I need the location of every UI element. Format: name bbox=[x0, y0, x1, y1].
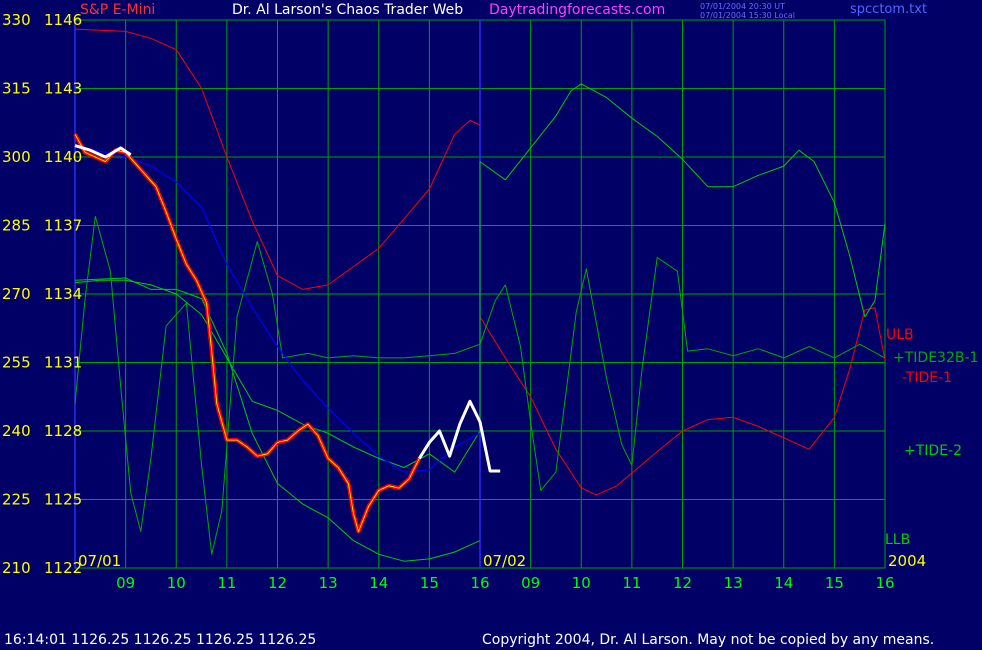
y-tick-right: 1146 bbox=[44, 11, 82, 29]
quote-line: 16:14:01 1126.25 1126.25 1126.25 1126.25 bbox=[4, 632, 317, 648]
x-tick-label: 15 bbox=[420, 574, 439, 592]
date-labels: 07/01 07/02 2004 bbox=[78, 552, 926, 570]
x-tick-label: 14 bbox=[774, 574, 793, 592]
y-tick-left: 225 bbox=[2, 491, 31, 509]
y-tick-right: 1122 bbox=[44, 559, 82, 577]
x-tick-label: 15 bbox=[825, 574, 844, 592]
x-tick-label: 10 bbox=[167, 574, 186, 592]
site-link[interactable]: Daytradingforecasts.com bbox=[489, 2, 666, 18]
y-tick-left: 300 bbox=[2, 148, 31, 166]
y-tick-right: 1143 bbox=[44, 80, 82, 98]
date-label: 07/01 bbox=[78, 552, 121, 570]
series-label: +TIDE32B-1 bbox=[893, 350, 978, 366]
y-tick-left: 270 bbox=[2, 285, 31, 303]
series-label: +TIDE-2 bbox=[904, 443, 962, 459]
series-label: LLB bbox=[885, 532, 910, 548]
y-tick-left: 330 bbox=[2, 11, 31, 29]
y-tick-right: 1134 bbox=[44, 285, 82, 303]
y-tick-left: 255 bbox=[2, 354, 31, 372]
copyright-notice: Copyright 2004, Dr. Al Larson. May not b… bbox=[482, 632, 935, 648]
tide-2-line bbox=[74, 83, 886, 473]
date-label: 07/02 bbox=[483, 552, 526, 570]
y-axis-right: 1146 1143 1140 1137 1134 1131 1128 1125 1122 bbox=[44, 11, 82, 577]
tide32b-line bbox=[74, 215, 886, 555]
y-tick-right: 1125 bbox=[44, 491, 82, 509]
y-tick-right: 1128 bbox=[44, 422, 82, 440]
x-tick-label: 13 bbox=[319, 574, 338, 592]
y-tick-left: 285 bbox=[2, 217, 31, 235]
instrument-label: S&P E-Mini bbox=[80, 2, 156, 18]
x-tick-label: 11 bbox=[622, 574, 641, 592]
x-tick-label: 16 bbox=[470, 574, 489, 592]
data-file-name: spcctom.txt bbox=[850, 2, 928, 17]
y-tick-right: 1140 bbox=[44, 148, 82, 166]
y-tick-right: 1131 bbox=[44, 354, 82, 372]
upper-band-line bbox=[74, 28, 481, 290]
price-median-line bbox=[74, 134, 420, 532]
recent-price-start bbox=[74, 144, 132, 159]
y-tick-left: 240 bbox=[2, 422, 31, 440]
x-tick-label: 09 bbox=[521, 574, 540, 592]
x-tick-label: 14 bbox=[369, 574, 388, 592]
timestamp-ut: 07/01/2004 20:30 UT bbox=[700, 2, 785, 11]
x-tick-label: 13 bbox=[724, 574, 743, 592]
price-line bbox=[73, 133, 422, 534]
page-title: Dr. Al Larson's Chaos Trader Web bbox=[232, 2, 464, 18]
recent-price-line bbox=[418, 399, 501, 473]
x-tick-label: 12 bbox=[268, 574, 287, 592]
y-tick-left: 210 bbox=[2, 559, 31, 577]
timestamp-local: 07/01/2004 15:30 Local bbox=[700, 11, 795, 20]
chart-grid bbox=[74, 19, 886, 569]
x-tick-label: 12 bbox=[673, 574, 692, 592]
series-label: ULB bbox=[886, 327, 914, 343]
series-labels: ULB +TIDE32B-1 -TIDE-1 +TIDE-2 LLB bbox=[885, 327, 978, 548]
x-tick-label: 09 bbox=[116, 574, 135, 592]
moving-average-line bbox=[74, 145, 481, 473]
y-tick-left: 315 bbox=[2, 80, 31, 98]
y-tick-right: 1137 bbox=[44, 217, 82, 235]
x-axis: 09 10 11 12 13 14 15 16 09 10 11 12 13 14 15 16 bbox=[116, 574, 894, 592]
x-tick-label: 11 bbox=[217, 574, 236, 592]
tide-1-line bbox=[479, 307, 886, 496]
date-label: 2004 bbox=[888, 552, 926, 570]
chart-series bbox=[73, 28, 886, 562]
x-tick-label: 10 bbox=[572, 574, 591, 592]
x-tick-label: 16 bbox=[875, 574, 894, 592]
series-label: -TIDE-1 bbox=[902, 370, 952, 386]
y-axis-left: 330 315 300 285 270 255 240 225 210 bbox=[2, 11, 31, 577]
